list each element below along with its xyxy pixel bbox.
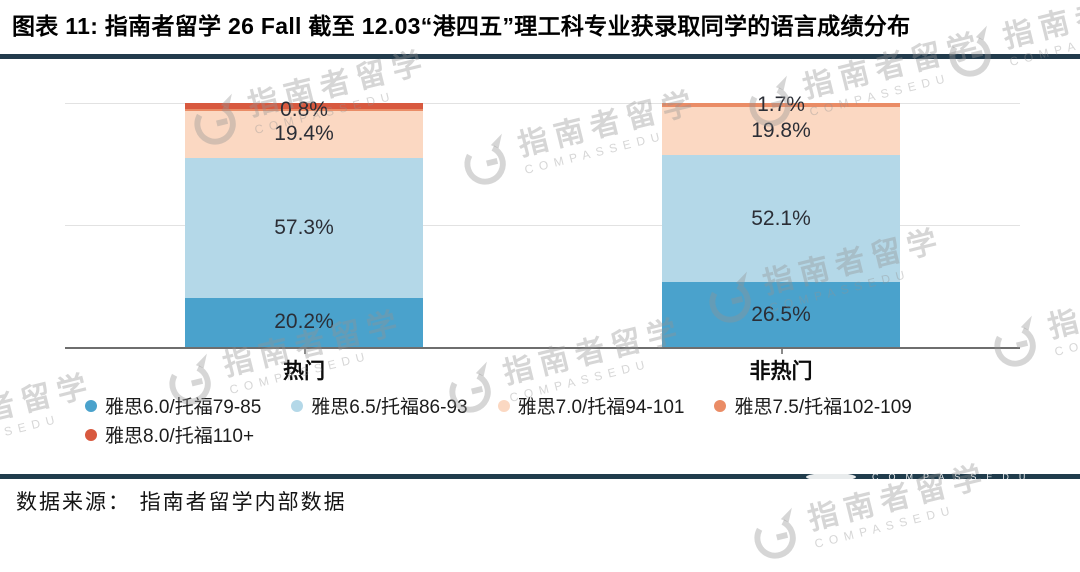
legend-label: 雅思6.5/托福86-93 bbox=[311, 397, 468, 418]
segment-value-label: 20.2% bbox=[274, 310, 334, 334]
compassedu-logo-icon bbox=[982, 310, 1049, 380]
title-divider bbox=[0, 54, 1080, 59]
legend-item: 雅思7.0/托福94-101 bbox=[497, 392, 685, 419]
legend-color-dot bbox=[85, 399, 97, 412]
legend-color-dot bbox=[291, 399, 304, 412]
x-axis-category-label: 非热门 bbox=[749, 360, 813, 383]
legend-label: 雅思6.0/托福79-85 bbox=[105, 397, 262, 418]
segment-value-label: 26.5% bbox=[751, 302, 811, 326]
bar-segment bbox=[662, 282, 900, 347]
segment-value-label: 19.8% bbox=[751, 119, 811, 143]
legend-item: 雅思7.5/托福102-109 bbox=[714, 392, 912, 419]
legend-item: 雅思6.0/托福79-85 bbox=[85, 392, 261, 419]
segment-value-label: 1.7% bbox=[757, 92, 805, 116]
legend-label: 雅思7.5/托福102-109 bbox=[734, 397, 912, 418]
x-axis-tick bbox=[781, 349, 783, 354]
bar-segment bbox=[662, 102, 900, 107]
gridline-50pct bbox=[65, 225, 1020, 226]
watermark-text-block: 指南者留学 COMPASSEDU bbox=[1044, 267, 1080, 359]
page-title: 图表 11: 指南者留学 26 Fall 截至 12.03“港四五”理工科专业获… bbox=[12, 13, 911, 39]
bar-segment bbox=[185, 157, 423, 298]
compassedu-logo-icon bbox=[742, 502, 809, 572]
legend-item: 雅思6.5/托福86-93 bbox=[291, 392, 468, 419]
legend-label: 雅思7.0/托福94-101 bbox=[517, 397, 685, 418]
watermark-cn-text: 指南者留学 bbox=[1044, 267, 1080, 344]
chart-canvas: 图表 11: 指南者留学 26 Fall 截至 12.03“港四五”理工科专业获… bbox=[0, 0, 1080, 559]
bar-segment bbox=[662, 106, 900, 156]
data-source-note: 数据来源： 指南者留学内部数据 bbox=[16, 490, 347, 514]
legend-item: 雅思8.0/托福110+ bbox=[85, 421, 254, 448]
gridline-100pct bbox=[65, 103, 1020, 104]
compass-lens-icon bbox=[806, 473, 856, 481]
legend-color-dot bbox=[497, 399, 510, 412]
segment-value-label: 19.4% bbox=[274, 122, 334, 146]
segment-value-label: 52.1% bbox=[751, 206, 811, 230]
x-axis-tick bbox=[304, 349, 306, 354]
bar-segment bbox=[185, 110, 423, 158]
legend-color-dot bbox=[714, 399, 727, 412]
compassedu-logo-icon bbox=[452, 128, 519, 198]
segment-value-label: 57.3% bbox=[274, 215, 334, 239]
bar-segment bbox=[662, 155, 900, 283]
x-axis-line bbox=[65, 347, 1020, 349]
watermark-en-text: COMPASSEDU bbox=[812, 501, 957, 551]
x-axis-category-label: 热门 bbox=[283, 360, 325, 383]
legend-color-dot bbox=[85, 428, 97, 441]
bar-segment bbox=[185, 297, 423, 347]
compassedu-watermark: 指南者留学 COMPASSEDU bbox=[982, 263, 1080, 380]
watermark-cn-text: 指南者留学 bbox=[499, 313, 688, 390]
bar-segment bbox=[185, 108, 423, 111]
watermark-en-text: COMPASSEDU bbox=[1052, 309, 1080, 359]
segment-value-label: 0.8% bbox=[280, 97, 328, 121]
bar-segment bbox=[185, 103, 423, 109]
watermark-cn-text: 指南者留学 bbox=[0, 368, 98, 445]
chart-legend: 雅思6.0/托福79-85 雅思6.5/托福86-93 雅思7.0/托福94-101… bbox=[85, 392, 1005, 448]
legend-label: 雅思8.0/托福110+ bbox=[105, 426, 255, 447]
footer-watermark-text: COMPASSEDU bbox=[872, 472, 1036, 482]
footer-divider bbox=[0, 474, 1080, 479]
